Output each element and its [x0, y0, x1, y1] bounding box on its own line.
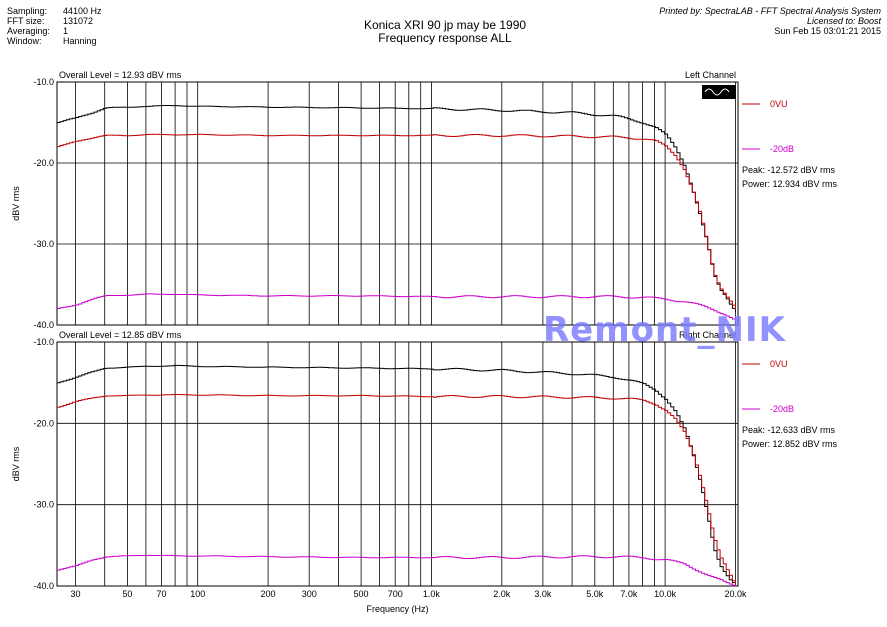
printed-by: Printed by: SpectraLAB - FFT Spectral An…	[659, 6, 881, 16]
plot-logo-wave	[704, 88, 730, 96]
x-tick-label: 30	[70, 589, 80, 599]
y-tick-label: -20.0	[33, 158, 54, 168]
plot-logo-icon	[702, 85, 736, 99]
x-tick-label: 5.0k	[586, 589, 604, 599]
x-tick-label: 7.0k	[620, 589, 638, 599]
plot-frame	[56, 81, 739, 326]
info-averaging: Averaging: 1	[7, 26, 69, 36]
x-tick-label: 10.0k	[654, 589, 677, 599]
peak-readout: Peak: -12.572 dBV rms	[742, 165, 836, 175]
series-line	[57, 364, 736, 586]
series-line	[57, 554, 736, 586]
title-line-1: Konica XRI 90 jp may be 1990	[363, 18, 527, 32]
x-tick-label: 500	[354, 589, 369, 599]
x-tick-label: 50	[122, 589, 132, 599]
info-sampling: Sampling: 44100 Hz	[7, 6, 102, 16]
y-tick-label: -10.0	[33, 77, 54, 87]
y-tick-label: -30.0	[33, 500, 54, 510]
x-tick-label: 300	[302, 589, 317, 599]
printed-by-block: Printed by: SpectraLAB - FFT Spectral An…	[659, 6, 881, 36]
x-tick-label: 100	[190, 589, 205, 599]
info-window: Window: Hanning	[7, 36, 97, 46]
y-tick-label: -10.0	[33, 337, 54, 347]
x-tick-label: 2.0k	[493, 589, 511, 599]
y-axis-label: dBV rms	[11, 446, 21, 481]
x-tick-label: 200	[261, 589, 276, 599]
y-tick-label: -40.0	[33, 581, 54, 591]
overall-level-label: Overall Level = 12.85 dBV rms	[59, 330, 182, 340]
y-tick-label: -20.0	[33, 418, 54, 428]
series-line	[57, 105, 736, 313]
legend-label: 0VU	[770, 359, 788, 369]
x-tick-label: 1.0k	[423, 589, 441, 599]
licensed-to: Licensed to: Boost	[806, 16, 881, 26]
y-tick-label: -30.0	[33, 239, 54, 249]
watermark: Remont_NIK	[543, 310, 786, 350]
overall-level-label: Overall Level = 12.93 dBV rms	[59, 70, 182, 80]
x-axis-label: Frequency (Hz)	[366, 604, 428, 614]
x-tick-label: 700	[388, 589, 403, 599]
chart-title: Konica XRI 90 jp may be 1990 Frequency r…	[300, 19, 590, 45]
power-readout: Power: 12.852 dBV rms	[742, 439, 838, 449]
x-tick-label: 3.0k	[534, 589, 552, 599]
series-line	[57, 293, 736, 321]
x-tick-label: 20.0k	[724, 589, 747, 599]
info-block: Sampling: 44100 Hz FFT size: 131072 Averag…	[7, 6, 102, 46]
peak-readout: Peak: -12.633 dBV rms	[742, 425, 836, 435]
power-readout: Power: 12.934 dBV rms	[742, 179, 838, 189]
info-fft-size: FFT size: 131072	[7, 16, 94, 26]
channel-label: Left Channel	[685, 70, 736, 80]
y-axis-label: dBV rms	[11, 186, 21, 221]
plot-frame	[56, 341, 739, 587]
series-line	[57, 394, 736, 586]
legend-label: -20dB	[770, 144, 794, 154]
x-tick-label: 70	[156, 589, 166, 599]
channel-label: Right Channel	[679, 330, 736, 340]
series-line	[57, 133, 736, 310]
legend-label: -20dB	[770, 404, 794, 414]
timestamp: Sun Feb 15 03:01:21 2015	[774, 26, 881, 36]
y-tick-label: -40.0	[33, 320, 54, 330]
title-line-2: Frequency response ALL	[378, 31, 512, 45]
legend-label: 0VU	[770, 99, 788, 109]
